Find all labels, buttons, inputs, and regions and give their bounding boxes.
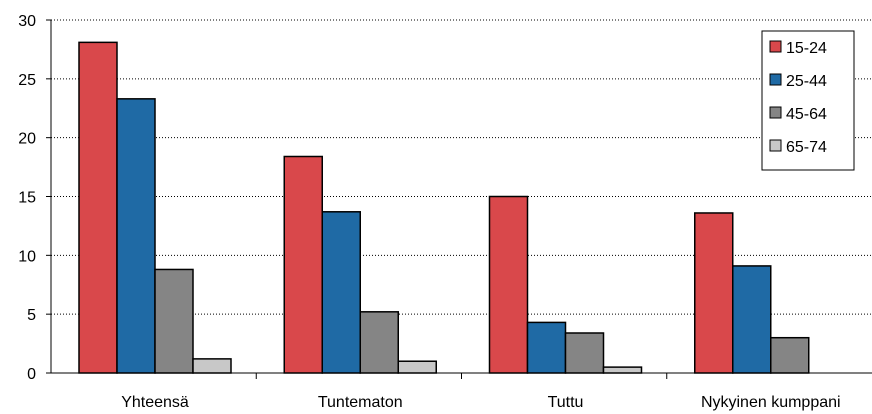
legend-label: 65-74 [786,139,827,156]
legend-label: 45-64 [786,106,827,123]
bar-45-64 [564,332,605,374]
bar-15-24 [78,41,118,374]
bar-25-44 [321,211,361,374]
bar-25-44 [526,321,567,374]
y-axis-ticks: 0 5 10 15 20 25 30 [18,13,51,383]
y-tick-label: 25 [18,72,36,89]
legend-swatch [769,139,782,152]
y-tick-label: 20 [18,131,36,148]
y-tick-label: 10 [18,248,36,265]
y-tick-label: 15 [18,190,36,207]
x-category-label: Tuttu [548,394,584,411]
bar-45-64 [359,311,399,374]
bar-65-74 [192,358,232,374]
bar-45-64 [770,336,810,374]
x-category-label: Yhteensä [121,394,189,411]
legend-label: 25-44 [786,73,827,90]
bar-65-74 [397,360,437,374]
x-category-label: Nykyinen kumppani [701,394,841,411]
legend-swatch [769,106,782,119]
bar-65-74 [602,366,643,374]
x-category-label: Tuntematon [318,394,403,411]
x-axis-ticks: Yhteensä Tuntematon Tuttu Nykyinen kumppani [121,373,841,411]
bar-25-44 [732,265,772,374]
legend-swatch [769,73,782,86]
bars [78,41,810,374]
y-tick-label: 30 [18,13,36,30]
bar-45-64 [154,268,194,374]
legend: 15-24 25-44 45-64 65-74 [761,30,855,171]
bar-15-24 [694,212,734,374]
legend-swatch [769,40,782,53]
y-tick-label: 0 [27,366,36,383]
bar-15-24 [283,155,323,374]
bar-25-44 [116,98,156,374]
y-tick-label: 5 [27,307,36,324]
legend-label: 15-24 [786,40,827,57]
bar-15-24 [488,195,529,374]
